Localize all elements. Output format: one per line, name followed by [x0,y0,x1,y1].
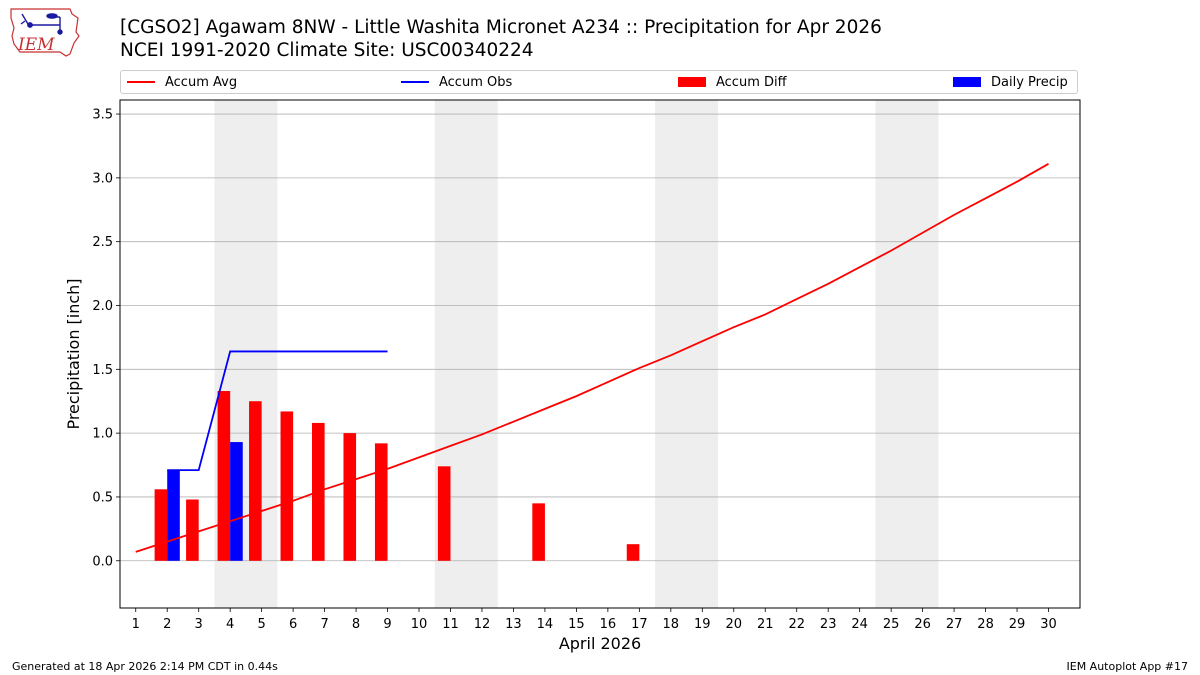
y-tick-label: 2.0 [92,299,113,314]
x-tick-label: 14 [537,617,554,632]
x-tick-label: 4 [226,617,234,632]
x-tick-label: 3 [195,617,203,632]
chart-legend: Accum Avg Accum Obs Accum Diff Daily Pre… [120,70,1078,94]
y-tick-label: 2.5 [92,235,113,250]
iem-logo: IEM [8,6,82,62]
y-tick-label: 3.5 [92,108,113,123]
legend-label-daily-precip: Daily Precip [991,74,1068,90]
app-credit: IEM Autoplot App #17 [1066,660,1189,673]
x-tick-label: 20 [725,617,742,632]
legend-swatch-accum-obs [401,81,429,83]
accum-obs-line [167,350,388,472]
legend-label-accum-diff: Accum Diff [716,74,787,90]
accum-diff-bar [532,503,545,561]
x-tick-label: 27 [946,617,963,632]
x-tick-label: 28 [977,617,994,632]
y-tick-label: 0.5 [92,490,113,505]
x-tick-label: 16 [600,617,617,632]
y-tick-label: 1.5 [92,363,113,378]
legend-item-accum-avg: Accum Avg [127,71,237,93]
x-tick-label: 5 [257,617,265,632]
accum-diff-bar [626,544,640,561]
x-tick-label: 13 [505,617,522,632]
accum-diff-bar [343,433,357,561]
x-tick-label: 26 [914,617,931,632]
x-tick-label: 8 [352,617,360,632]
x-tick-label: 11 [442,617,459,632]
weekend-shade-3 [875,100,939,608]
x-tick-label: 30 [1040,617,1057,632]
accum-diff-bar [374,443,388,561]
iem-logo-text: IEM [17,35,55,55]
x-tick-label: 25 [883,617,900,632]
x-tick-label: 15 [568,617,585,632]
chart-subtitle: NCEI 1991-2020 Climate Site: USC00340224 [120,40,534,61]
x-tick-label: 1 [132,617,140,632]
x-tick-label: 10 [411,617,428,632]
y-tick-label: 0.0 [92,554,113,569]
x-tick-label: 12 [474,617,491,632]
legend-swatch-accum-diff [678,77,706,87]
y-axis-label: Precipitation [inch] [64,278,83,429]
x-tick-label: 17 [631,617,648,632]
x-tick-label: 24 [851,617,868,632]
x-tick-label: 2 [163,617,171,632]
daily-precip-bar [230,442,243,561]
y-tick-label: 1.0 [92,427,113,442]
plot-frame [119,99,1081,609]
legend-item-accum-obs: Accum Obs [401,71,512,93]
legend-label-accum-avg: Accum Avg [165,74,238,90]
x-tick-label: 21 [757,617,774,632]
x-tick-label: 23 [820,617,837,632]
x-tick-label: 9 [383,617,391,632]
accum-avg-line [135,163,1049,553]
x-tick-label: 19 [694,617,711,632]
accum-diff-bar [186,499,199,561]
legend-swatch-daily-precip [953,77,981,87]
accum-diff-bar [437,466,451,561]
y-tick-label: 3.0 [92,171,113,186]
x-tick-label: 7 [320,617,328,632]
accum-diff-bar [154,489,168,561]
legend-item-accum-diff: Accum Diff [678,71,787,93]
x-tick-label: 18 [663,617,680,632]
x-tick-label: 22 [788,617,805,632]
x-axis-label: April 2026 [559,634,641,653]
accum-diff-bar [280,411,294,561]
x-tick-label: 6 [289,617,297,632]
daily-precip-bar [167,470,180,561]
accum-diff-bar [217,391,231,561]
accum-diff-bar [249,401,262,561]
chart-title: [CGSO2] Agawam 8NW - Little Washita Micr… [120,17,882,38]
legend-item-daily-precip: Daily Precip [953,71,1068,93]
x-tick-label: 29 [1009,617,1026,632]
generated-timestamp: Generated at 18 Apr 2026 2:14 PM CDT in … [12,660,278,673]
weekend-shade-2 [655,100,719,608]
legend-swatch-accum-avg [127,81,155,83]
legend-label-accum-obs: Accum Obs [439,74,513,90]
